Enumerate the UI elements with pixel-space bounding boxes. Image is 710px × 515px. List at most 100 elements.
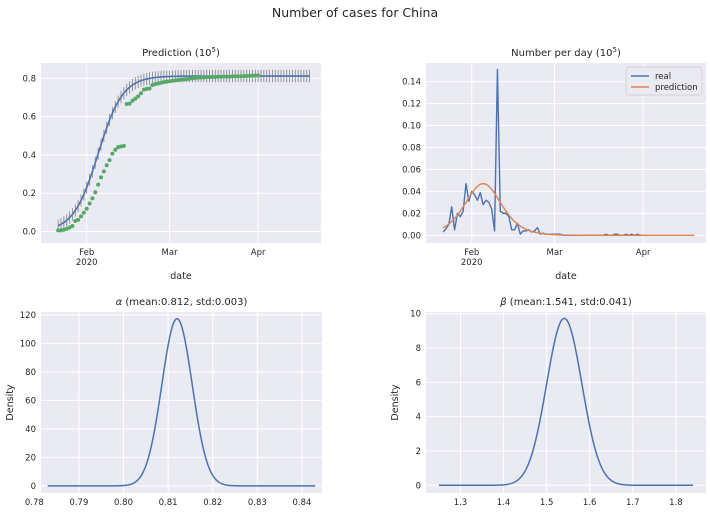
x-tick-label: 0.79 (69, 498, 88, 508)
observed-point (93, 190, 98, 195)
observed-point (79, 214, 83, 219)
plot-area (426, 312, 706, 493)
observed-point (253, 73, 258, 78)
x-tick-label: 0.80 (114, 498, 133, 508)
observed-point (207, 75, 212, 80)
observed-point (224, 74, 229, 79)
observed-point (196, 75, 201, 80)
legend-label-real: real (655, 72, 671, 82)
density-line (47, 317, 316, 487)
observed-point (110, 151, 115, 156)
plot-content (438, 317, 694, 487)
observed-point (233, 74, 238, 79)
plot-area (41, 63, 321, 243)
observed-point (201, 75, 206, 80)
x-tick-label: 0.78 (25, 498, 44, 508)
x-tick-label: 1.7 (626, 498, 640, 508)
observed-point (221, 74, 226, 79)
plot-content (442, 68, 695, 237)
observed-point (56, 228, 61, 233)
y-tick-label: 0.10 (402, 122, 421, 132)
observed-point (84, 206, 89, 211)
observed-point (104, 163, 109, 168)
observed-point (139, 91, 143, 96)
observed-point (247, 73, 252, 78)
y-tick-label: 0.8 (22, 74, 36, 84)
observed-point (219, 74, 223, 79)
plot-content (56, 69, 311, 233)
figure-title: Number of cases for China (272, 5, 438, 20)
x-tick-label: Feb (79, 248, 94, 258)
x-tick-label: 0.83 (248, 498, 267, 508)
y-tick-label: 0 (416, 481, 421, 491)
x-tick-label: Mar (547, 248, 564, 258)
observed-point (241, 74, 246, 79)
x-axis-label: date (555, 271, 577, 282)
observed-point (204, 75, 209, 80)
observed-point (239, 74, 243, 79)
y-tick-label: 0.04 (402, 187, 421, 197)
density-line (438, 317, 694, 487)
observed-point (81, 210, 86, 215)
observed-point (87, 201, 92, 206)
y-tick-label: 0.6 (22, 113, 36, 123)
x-tick-label: 1.8 (669, 498, 683, 508)
panel-beta: 1.3 1.4 1.5 1.6 1.7 1.8 0 2 4 6 8 10 β (mean:1.541, … (390, 297, 706, 508)
legend-label-prediction: prediction (655, 83, 698, 93)
observed-point (76, 217, 81, 222)
y-tick-label: 0.06 (402, 165, 421, 175)
observed-point (227, 74, 232, 79)
observed-point (236, 74, 241, 79)
y-tick-label: 8 (416, 344, 421, 354)
observed-point (96, 182, 101, 187)
observed-point (113, 147, 118, 152)
observed-point (133, 96, 138, 101)
prediction-line (57, 75, 310, 227)
observed-point (199, 75, 203, 80)
subplot-title: α (mean:0.812, std:0.003) (116, 297, 248, 308)
observed-point (107, 158, 112, 163)
y-tick-label: 40 (25, 425, 36, 435)
y-tick-label: 0.14 (402, 78, 421, 88)
observed-point (230, 74, 235, 79)
observed-point (193, 75, 198, 80)
y-tick-label: 100 (20, 339, 36, 349)
observed-point (213, 74, 218, 79)
x-tick-label: 0.84 (292, 498, 311, 508)
y-tick-label: 0.0 (22, 228, 36, 238)
subplot-title: Number per day (105) (511, 46, 621, 59)
observed-point (179, 77, 183, 82)
x-tick-label: 1.5 (540, 498, 554, 508)
y-tick-label: 4 (416, 413, 421, 423)
x-tick-label: 1.4 (497, 498, 511, 508)
y-tick-label: 6 (416, 378, 421, 388)
y-tick-label: 80 (25, 368, 36, 378)
x-tick-label-year: 2020 (76, 258, 98, 268)
x-tick-label: Feb (464, 248, 479, 258)
plot-area (41, 312, 322, 493)
y-axis-label: Density (5, 384, 16, 420)
y-tick-label: 0.4 (22, 151, 36, 161)
x-axis-label: date (170, 271, 192, 282)
observed-point (216, 74, 221, 79)
x-tick-label-year: 2020 (461, 258, 483, 268)
plot-content (47, 317, 316, 487)
observed-point (250, 73, 255, 78)
observed-point (99, 175, 103, 180)
observed-point (121, 143, 126, 148)
y-tick-label: 20 (25, 453, 36, 463)
y-tick-label: 0.02 (402, 209, 421, 219)
y-tick-label: 0 (31, 482, 36, 492)
subplot-title: Prediction (105) (142, 46, 220, 59)
x-tick-label: 1.6 (583, 498, 597, 508)
observed-point (90, 196, 95, 201)
y-tick-label: 60 (25, 396, 36, 406)
y-tick-label: 120 (20, 311, 36, 321)
subplot-title: β (mean:1.541, std:0.041) (499, 297, 632, 308)
x-tick-label: 1.3 (454, 498, 468, 508)
observed-point (130, 98, 135, 103)
